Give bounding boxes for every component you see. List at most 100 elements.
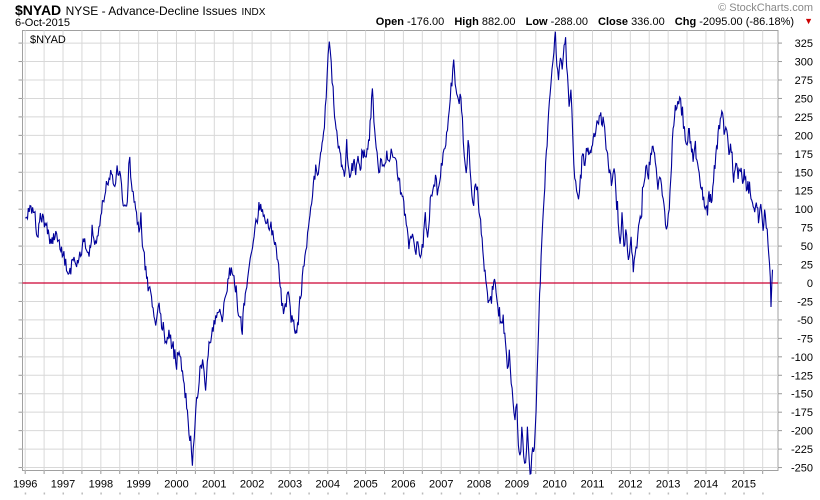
- x-axis-label: 2007: [429, 479, 453, 491]
- chg-down-arrow-icon: ▼: [804, 16, 813, 26]
- y-axis-label: 100: [795, 204, 813, 216]
- high-value: 882.00: [481, 16, 516, 28]
- x-axis-minor-dot: [327, 492, 329, 495]
- y-axis-label: 0: [807, 278, 813, 290]
- advance-decline-line: [25, 31, 774, 475]
- x-axis-minor-dot: [554, 492, 556, 495]
- y-axis-label: 75: [801, 223, 813, 235]
- y-axis-label: -150: [791, 389, 813, 401]
- x-axis-label: 2001: [202, 479, 226, 491]
- x-axis-minor-dot: [592, 492, 594, 495]
- x-axis-minor-dot: [535, 492, 537, 495]
- x-axis-label: 2013: [656, 479, 680, 491]
- x-axis-minor-dot: [402, 492, 405, 495]
- x-axis-minor-dot: [24, 492, 27, 495]
- x-axis-minor-dot: [629, 492, 632, 495]
- x-axis-minor-dot: [421, 492, 424, 495]
- quote-summary-row: Open -176.00 High 882.00 Low -288.00 Clo…: [376, 16, 813, 28]
- y-axis-label: -225: [791, 444, 813, 456]
- open-label: Open: [375, 16, 404, 28]
- x-axis-label: 2009: [505, 479, 529, 491]
- x-axis-label: 2008: [467, 479, 491, 491]
- y-axis-label: 175: [795, 149, 813, 161]
- x-axis-label: 2002: [240, 479, 264, 491]
- x-axis-minor-dot: [705, 492, 707, 495]
- x-axis-label: 2003: [278, 479, 302, 491]
- open-value: -176.00: [406, 16, 445, 28]
- y-axis-label: 125: [795, 186, 813, 198]
- y-axis-label: 225: [795, 112, 813, 124]
- x-axis-minor-dot: [573, 492, 575, 495]
- y-axis-label: 25: [801, 260, 813, 272]
- x-axis-label: 1999: [126, 479, 150, 491]
- x-axis-label: 1998: [89, 479, 113, 491]
- chg-value: -2095.00 (-86.18%): [699, 16, 795, 28]
- plot-area-border: [22, 30, 779, 471]
- x-axis-minor-dot: [724, 492, 726, 495]
- low-value: -288.00: [550, 16, 588, 28]
- y-axis-label: 250: [795, 93, 813, 105]
- x-axis-minor-dot: [610, 492, 613, 495]
- copyright-notice: © StockCharts.com: [718, 2, 813, 14]
- x-axis-minor-dot: [743, 492, 745, 495]
- x-axis-minor-dot: [100, 492, 102, 495]
- symbol-description: NYSE - Advance-Decline Issues: [65, 4, 238, 18]
- x-axis-minor-dot: [289, 492, 291, 495]
- x-axis-label: 2015: [732, 479, 756, 491]
- x-axis-minor-dot: [497, 492, 499, 495]
- chart-date: 6-Oct-2015: [15, 17, 71, 29]
- x-axis-minor-dot: [762, 492, 764, 495]
- x-axis-minor-dot: [346, 492, 348, 495]
- x-axis-minor-dot: [478, 492, 481, 495]
- y-axis-label: 275: [795, 75, 813, 87]
- high-label: High: [454, 16, 479, 28]
- y-axis-label: 325: [795, 38, 813, 50]
- x-axis-minor-dot: [440, 492, 443, 495]
- x-axis-minor-dot: [213, 492, 216, 495]
- x-axis-minor-dot: [365, 492, 367, 495]
- x-axis-minor-dot: [686, 492, 689, 495]
- y-axis-label: 150: [795, 167, 813, 179]
- chart-title: $NYAD NYSE - Advance-Decline Issues INDX: [15, 2, 265, 20]
- x-axis-label: 1997: [51, 479, 75, 491]
- low-label: Low: [525, 16, 548, 28]
- close-label: Close: [598, 16, 628, 28]
- x-axis-minor-dot: [516, 492, 518, 495]
- x-axis-minor-dot: [43, 492, 46, 495]
- x-axis-minor-dot: [138, 492, 140, 495]
- x-axis-minor-dot: [175, 492, 178, 495]
- y-axis-label: 50: [801, 241, 813, 253]
- y-axis-label: 200: [795, 130, 813, 142]
- x-axis-label: 2000: [164, 479, 188, 491]
- plot-symbol-watermark: $NYAD: [30, 34, 66, 46]
- x-axis-label: 2004: [316, 479, 340, 491]
- x-axis-minor-dot: [648, 492, 651, 495]
- chg-label: Chg: [674, 16, 697, 28]
- x-axis-label: 2012: [618, 479, 642, 491]
- x-axis-label: 1996: [13, 479, 37, 491]
- y-axis-label: -200: [791, 426, 813, 438]
- x-axis-minor-dot: [194, 492, 197, 495]
- x-axis-label: 2011: [581, 479, 605, 491]
- x-axis-minor-dot: [383, 492, 386, 495]
- x-axis-minor-dot: [232, 492, 235, 495]
- x-axis-minor-dot: [270, 492, 273, 495]
- x-axis-minor-dot: [81, 492, 83, 495]
- x-axis-minor-dot: [62, 492, 65, 495]
- index-tag: INDX: [241, 7, 266, 18]
- y-axis-label: -125: [791, 370, 813, 382]
- x-axis-label: 2014: [694, 479, 718, 491]
- x-axis-minor-dot: [667, 492, 670, 495]
- y-axis-label: -75: [797, 333, 813, 345]
- x-axis-label: 2010: [542, 479, 566, 491]
- symbol-label: $NYAD: [15, 2, 62, 18]
- x-axis-minor-dot: [157, 492, 159, 495]
- close-value: 336.00: [631, 16, 665, 28]
- y-axis-label: -50: [797, 315, 813, 327]
- x-axis-minor-dot: [459, 492, 462, 495]
- y-axis-label: -100: [791, 352, 813, 364]
- y-axis-label: 300: [795, 57, 813, 69]
- x-axis-minor-dot: [119, 492, 121, 495]
